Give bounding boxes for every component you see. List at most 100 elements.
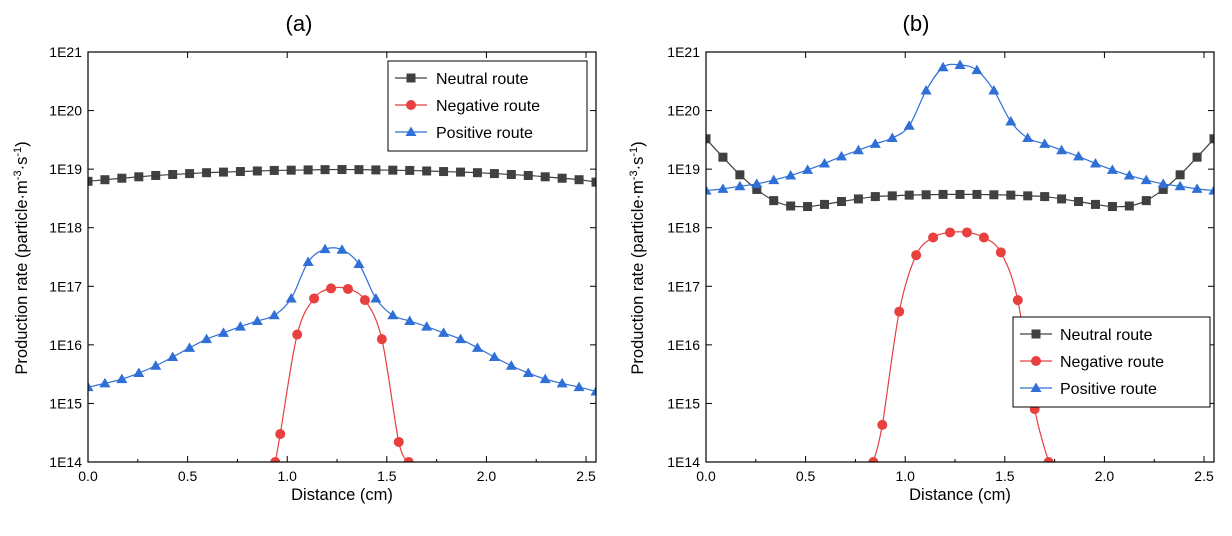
data-point-b-2 [937,61,949,72]
data-point-a-1 [309,293,320,304]
data-point-b-1 [928,232,939,243]
data-point-b-1 [894,306,905,317]
x-axis-title-a: Distance (cm) [291,486,393,504]
y-tick-label-a: 1E19 [49,161,82,177]
x-tick-label-b: 0.5 [796,468,816,484]
data-point-a-0 [252,166,262,176]
y-tick-label-a: 1E15 [49,395,82,411]
data-point-a-2 [201,333,213,344]
y-tick-label-b: 1E14 [667,454,700,470]
data-point-b-1 [945,227,956,238]
data-point-a-0 [134,172,144,182]
data-point-b-2 [768,174,780,185]
legend-b: Neutral route Negative route Positive ro… [1012,316,1211,408]
y-tick-label-a: 1E14 [49,454,82,470]
data-point-b-1 [978,232,989,243]
data-point-b-2 [751,178,763,188]
legend-marker-neutral-a [406,73,416,83]
x-tick-label-a: 0.0 [78,468,98,484]
y-tick-label-b: 1E18 [667,220,700,236]
data-point-a-0 [235,167,245,177]
axis-ticks-b: 0.0 0.5 1.0 1.5 2.0 2.5 1E14 1E15 1E16 1E17 1E18 1E… [667,44,1214,484]
data-point-b-0 [1023,191,1033,201]
data-point-a-0 [337,165,347,175]
data-point-a-2 [150,360,162,370]
data-point-a-2 [505,360,517,370]
data-point-a-0 [456,167,466,177]
y-tick-label-b: 1E19 [667,161,700,177]
data-point-b-0 [972,189,982,199]
data-point-a-0 [472,168,482,178]
y-tick-label-a: 1E18 [49,220,82,236]
x-tick-label-a: 2.5 [576,468,596,484]
data-point-a-0 [168,170,178,180]
x-tick-label-a: 2.0 [477,468,497,484]
data-point-a-2 [421,321,433,331]
data-point-a-2 [590,385,596,396]
data-point-b-0 [1040,192,1050,202]
data-point-a-2 [404,315,416,326]
data-point-b-1 [961,227,972,238]
data-point-a-2 [573,381,585,392]
y-axis-title-mid: ·s [629,157,647,171]
data-point-a-2 [302,256,314,266]
data-point-b-1 [868,457,879,462]
data-point-b-0 [1124,201,1134,211]
x-tick-label-a: 1.5 [377,468,397,484]
x-tick-label-b: 0.0 [696,468,716,484]
data-point-b-0 [1057,194,1067,204]
data-point-b-2 [1005,116,1017,126]
y-axis-title-exp1: -3 [628,170,640,180]
axis-ticks-a: 0.0 0.5 1.0 1.5 2.0 2.5 1E14 1E15 1E16 1E17 1E18 1E… [49,44,596,484]
series-line-b-2 [706,63,1214,192]
data-point-a-2 [438,327,450,337]
y-axis-title-mid: ·s [13,157,31,171]
data-point-a-2 [234,321,246,331]
data-point-a-2 [268,309,280,320]
data-point-b-0 [853,194,863,204]
y-axis-title-exp2: -1 [628,147,640,157]
data-point-b-0 [735,170,745,180]
series-line-a-1 [274,286,410,462]
data-point-b-0 [706,134,711,144]
data-point-b-2 [920,85,932,95]
x-axis-title-b: Distance (cm) [909,486,1011,504]
x-tick-label-b: 2.5 [1194,468,1214,484]
y-axis-title-exp2: -1 [12,147,24,157]
data-point-a-2 [336,244,348,254]
y-tick-label-b: 1E17 [667,278,700,294]
data-point-a-0 [151,170,161,180]
data-point-b-2 [954,59,966,69]
x-tick-label-b: 1.5 [995,468,1015,484]
data-point-a-2 [319,243,331,254]
data-point-b-2 [886,132,898,143]
legend-marker-negative-a [406,100,416,110]
data-point-a-0 [303,165,313,175]
panel-label-a: (a) [286,11,313,36]
data-point-b-0 [1006,190,1016,200]
data-point-b-0 [1175,170,1185,180]
data-point-a-2 [488,351,500,362]
data-point-b-0 [786,201,796,211]
data-point-b-2 [1089,157,1101,168]
data-point-b-2 [785,169,797,180]
data-point-b-2 [819,157,831,168]
data-point-a-2 [167,351,179,362]
plot-area-a [88,165,596,462]
data-point-b-2 [1039,138,1051,148]
data-point-a-2 [116,373,128,384]
data-point-a-0 [523,170,533,180]
legend-box-b [1012,316,1211,408]
y-axis-title-b: Production rate (particle·m-3·s-1) [628,141,647,374]
data-point-a-0 [286,165,296,175]
data-point-a-2 [285,292,297,303]
y-tick-label-a: 1E16 [49,337,82,353]
data-point-b-2 [1073,150,1085,161]
x-tick-label-b: 1.0 [895,468,915,484]
data-point-b-0 [1158,184,1168,194]
data-point-a-0 [388,165,398,175]
x-tick-label-a: 0.5 [178,468,198,484]
data-point-b-0 [904,190,914,200]
data-point-b-0 [1192,152,1202,162]
